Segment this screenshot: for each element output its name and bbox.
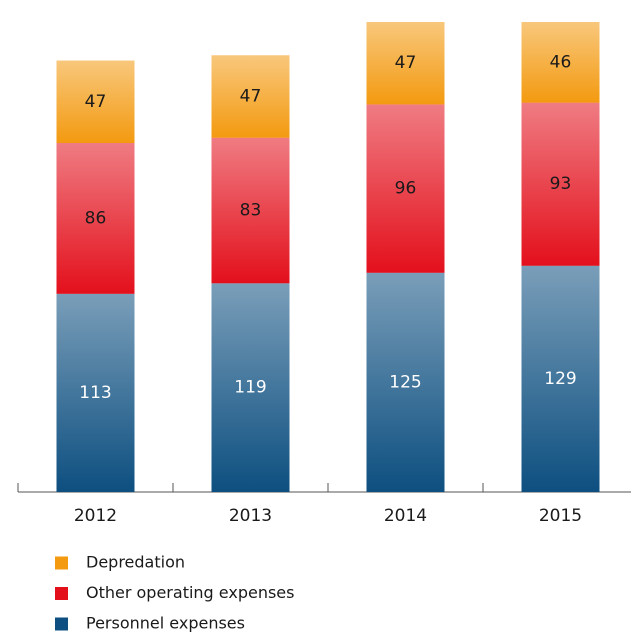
data-label: 86 [85, 208, 107, 228]
bar-sheen [211, 137, 290, 284]
x-tick-label: 2012 [74, 506, 117, 526]
legend-swatch [55, 556, 68, 570]
x-tick-label: 2014 [384, 506, 427, 526]
data-label: 93 [550, 174, 572, 194]
bar-sheen [211, 283, 290, 492]
x-tick-label: 2015 [539, 506, 582, 526]
data-label: 125 [389, 372, 421, 392]
bar-sheen [521, 22, 600, 103]
bar-sheen [366, 104, 445, 273]
data-label: 47 [85, 92, 107, 112]
data-label: 119 [234, 378, 266, 398]
bar-sheen [366, 22, 445, 105]
data-label: 46 [550, 52, 572, 72]
bar-sheen [56, 60, 135, 144]
legend-label: Personnel expenses [86, 614, 245, 633]
data-label: 83 [240, 201, 262, 221]
legend-swatch [55, 587, 68, 600]
data-label: 47 [240, 87, 262, 107]
legend-label: Other operating expenses [86, 583, 294, 602]
bar-sheen [366, 272, 445, 492]
bar-sheen [211, 55, 290, 138]
data-label: 47 [395, 53, 417, 73]
bar-sheen [521, 265, 600, 492]
legend-label: Depredation [86, 553, 185, 572]
legend-swatch [55, 617, 68, 631]
bar-sheen [56, 293, 135, 492]
bar-sheen [521, 102, 600, 266]
data-label: 113 [79, 383, 111, 403]
data-label: 129 [544, 369, 576, 389]
x-tick-label: 2013 [229, 506, 272, 526]
data-label: 96 [395, 179, 417, 199]
bar-sheen [56, 143, 135, 294]
